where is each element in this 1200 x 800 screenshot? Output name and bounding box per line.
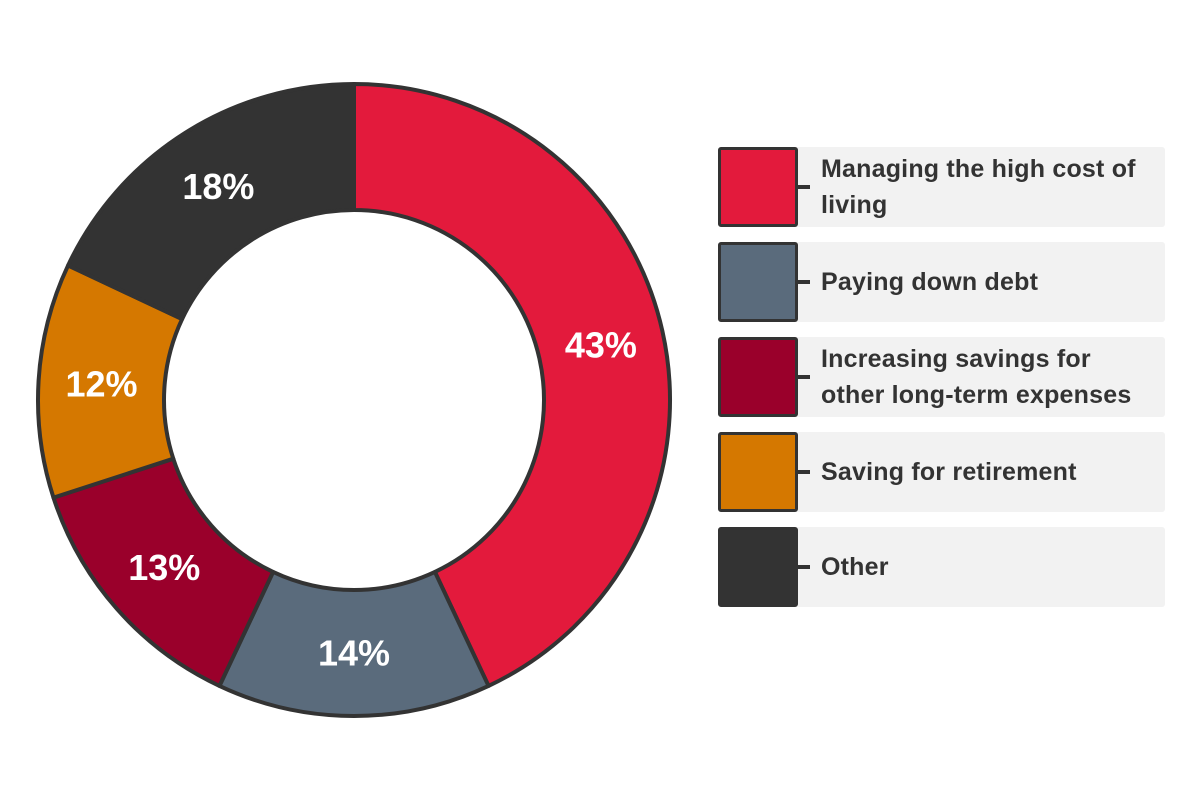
legend-swatch-cost-of-living bbox=[718, 147, 798, 227]
legend-swatch-retirement bbox=[718, 432, 798, 512]
legend-item-retirement: Saving for retirement bbox=[718, 432, 1165, 512]
legend-label-cost-of-living: Managing the high cost of living bbox=[821, 155, 1136, 219]
legend-swatch-other bbox=[718, 527, 798, 607]
slice-value-retirement: 12% bbox=[65, 364, 137, 405]
legend-label-other: Other bbox=[821, 553, 889, 581]
donut-slices bbox=[36, 82, 672, 718]
legend-item-debt: Paying down debt bbox=[718, 242, 1165, 322]
legend-connector bbox=[798, 470, 810, 474]
legend-swatch-long-term-savings bbox=[718, 337, 798, 417]
legend-label-debt: Paying down debt bbox=[821, 268, 1039, 296]
legend-label-retirement: Saving for retirement bbox=[821, 458, 1077, 486]
slice-value-cost-of-living: 43% bbox=[565, 324, 637, 365]
legend-connector bbox=[798, 280, 810, 284]
donut-slice-other bbox=[66, 82, 356, 322]
legend-item-cost-of-living: Managing the high cost of living bbox=[718, 147, 1165, 227]
legend-item-long-term-savings: Increasing savings for other long-term e… bbox=[718, 337, 1165, 417]
donut-slice-cost-of-living bbox=[352, 82, 672, 688]
legend-connector bbox=[798, 375, 810, 379]
legend: Managing the high cost of living Paying … bbox=[718, 147, 1165, 622]
donut-chart: 43% 14% 13% 12% 18% bbox=[36, 82, 672, 718]
legend-swatch-debt bbox=[718, 242, 798, 322]
legend-item-other: Other bbox=[718, 527, 1165, 607]
donut-slice-labels: 43% 14% 13% 12% 18% bbox=[65, 166, 636, 674]
legend-connector bbox=[798, 565, 810, 569]
slice-value-other: 18% bbox=[182, 166, 254, 207]
legend-label-long-term-savings: Increasing savings for other long-term e… bbox=[821, 345, 1132, 409]
legend-connector bbox=[798, 185, 810, 189]
slice-value-debt: 14% bbox=[318, 633, 390, 674]
slice-value-long-term-savings: 13% bbox=[128, 547, 200, 588]
